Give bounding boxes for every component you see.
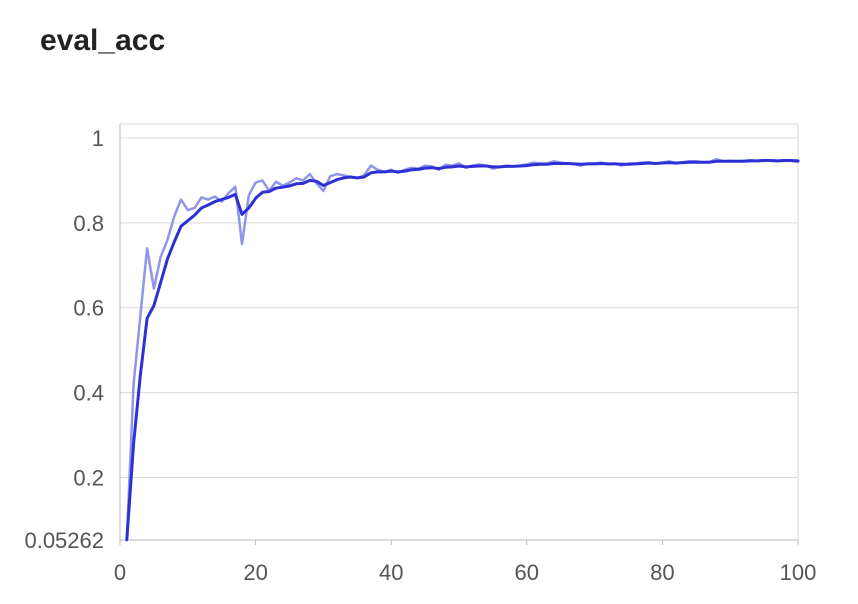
y-tick-label: 0.4 — [73, 381, 104, 406]
chart-title: eval_acc — [40, 24, 166, 57]
y-tick-labels: 0.05262 0.2 0.4 0.6 0.8 1 — [24, 126, 104, 553]
grid — [120, 123, 799, 540]
y-tick-label: 0.8 — [73, 211, 104, 236]
axes — [119, 124, 799, 545]
x-tick-label: 0 — [114, 560, 126, 585]
series-line-smoothed — [125, 159, 800, 542]
x-tick-label: 20 — [243, 560, 267, 585]
series-line-raw — [125, 157, 800, 542]
x-tick-labels: 0 20 40 60 80 100 — [114, 560, 816, 585]
series-group — [125, 157, 800, 542]
x-tick-label: 100 — [780, 560, 817, 585]
y-tick-label: 0.05262 — [24, 528, 104, 553]
x-tick-label: 80 — [650, 560, 674, 585]
y-tick-label: 0.6 — [73, 296, 104, 321]
x-tick-label: 40 — [379, 560, 403, 585]
y-tick-label: 1 — [92, 126, 104, 151]
x-tick-label: 60 — [515, 560, 539, 585]
y-tick-label: 0.2 — [73, 465, 104, 490]
